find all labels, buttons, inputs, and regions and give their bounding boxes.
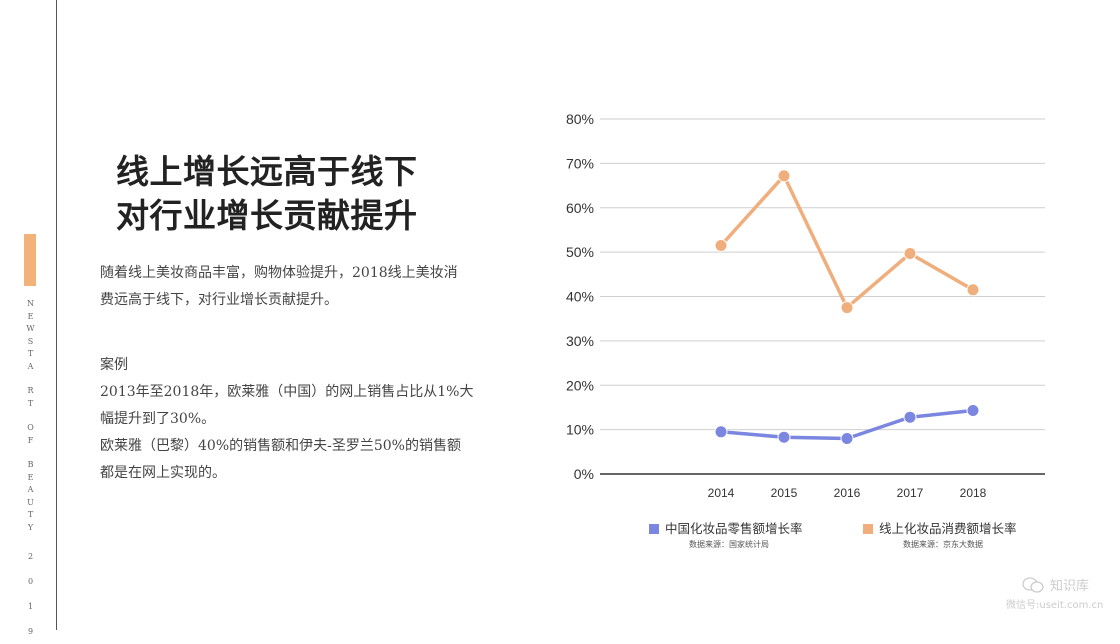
vertical-letter: A (27, 361, 34, 371)
case-line-1: 2013年至2018年，欧莱雅（中国）的网上销售占比从1%大 (100, 384, 474, 400)
vertical-letter: T (27, 398, 34, 408)
headline-line-2: 对行业增长贡献提升 (116, 196, 418, 235)
y-tick-label: 70% (566, 155, 594, 171)
vertical-letter: F (27, 435, 34, 445)
case-line-2: 幅提升到了30%。 (100, 411, 216, 427)
legend-source-online: 数据来源：京东大数据 (903, 540, 983, 549)
y-tick-label: 60% (566, 200, 594, 216)
watermark-name: 知识库 (1050, 579, 1090, 594)
body-text: 随着线上美妆商品丰富，购物体验提升，2018线上美妆消 费远高于线下，对行业增长… (100, 260, 520, 487)
legend-label-retail: 中国化妆品零售额增长率 (665, 521, 803, 536)
data-point (777, 430, 791, 444)
data-point (840, 432, 854, 445)
data-point (840, 301, 854, 315)
y-tick-label: 80% (566, 111, 594, 127)
legend-swatch-online (863, 524, 873, 534)
y-tick-label: 50% (566, 244, 594, 260)
vertical-letter: T (27, 510, 34, 519)
legend-item-online: 线上化妆品消费额增长率 (863, 518, 1017, 537)
vertical-divider-line (56, 0, 57, 630)
watermark: 知识库 微信号:useit.com.cn (1006, 575, 1103, 611)
x-tick-label: 2014 (708, 486, 735, 500)
y-tick-label: 40% (566, 289, 594, 305)
vertical-letter: W (26, 324, 35, 333)
vertical-year-digit: 0 (27, 577, 34, 586)
vertical-letter: B (27, 460, 34, 469)
x-tick-label: 2017 (897, 486, 924, 500)
case-line-4: 都是在网上实现的。 (100, 465, 226, 481)
legend-swatch-retail (649, 524, 659, 534)
vertical-letter: E (27, 311, 34, 321)
legend-item-retail: 中国化妆品零售额增长率 (649, 518, 803, 537)
vertical-letter: S (27, 336, 34, 346)
watermark-account: 微信号:useit.com.cn (1006, 600, 1104, 611)
case-title: 案例 (100, 357, 128, 373)
y-tick-label: 0% (574, 466, 594, 482)
vertical-letter: Y (27, 522, 34, 532)
y-tick-label: 10% (566, 422, 594, 438)
vertical-letter: A (27, 485, 34, 494)
x-tick-label: 2016 (834, 486, 861, 500)
vertical-letter: E (27, 472, 34, 482)
series-line (719, 174, 974, 310)
vertical-letter: T (27, 349, 34, 358)
vertical-letter: N (27, 299, 34, 308)
vertical-letter: U (27, 497, 34, 507)
legend-label-online: 线上化妆品消费额增长率 (879, 521, 1017, 536)
x-tick-label: 2018 (960, 486, 987, 500)
vertical-year-digit: 2 (27, 552, 34, 561)
y-tick-label: 20% (566, 377, 594, 393)
case-line-3: 欧莱雅（巴黎）40%的销售额和伊夫-圣罗兰50%的销售额 (100, 438, 461, 454)
accent-bar (24, 234, 36, 286)
data-point (714, 425, 728, 439)
data-point (966, 283, 980, 297)
data-point (714, 239, 728, 252)
headline-line-1: 线上增长远高于线下 (116, 152, 418, 191)
x-tick-label: 2015 (771, 486, 798, 500)
vertical-letter: R (27, 386, 34, 395)
vertical-year-digit: 1 (27, 602, 34, 611)
vertical-letter: O (27, 423, 34, 432)
legend-source-retail: 数据来源：国家统计局 (689, 540, 769, 549)
y-tick-label: 30% (566, 333, 594, 349)
data-point (903, 247, 917, 260)
wechat-icon (1022, 576, 1044, 593)
headline: 线上增长远高于线下 对行业增长贡献提升 (116, 150, 418, 238)
intro-line-2: 费远高于线下，对行业增长贡献提升。 (100, 292, 338, 308)
growth-line-chart: 0% 10% 20% 30% 40% 50% 60% 70% 80% 2014 2015 2016 20… (566, 111, 1045, 500)
data-point (777, 169, 791, 183)
intro-line-1: 随着线上美妆商品丰富，购物体验提升，2018线上美妆消 (100, 265, 458, 281)
data-point (966, 404, 980, 417)
data-point (903, 410, 917, 424)
